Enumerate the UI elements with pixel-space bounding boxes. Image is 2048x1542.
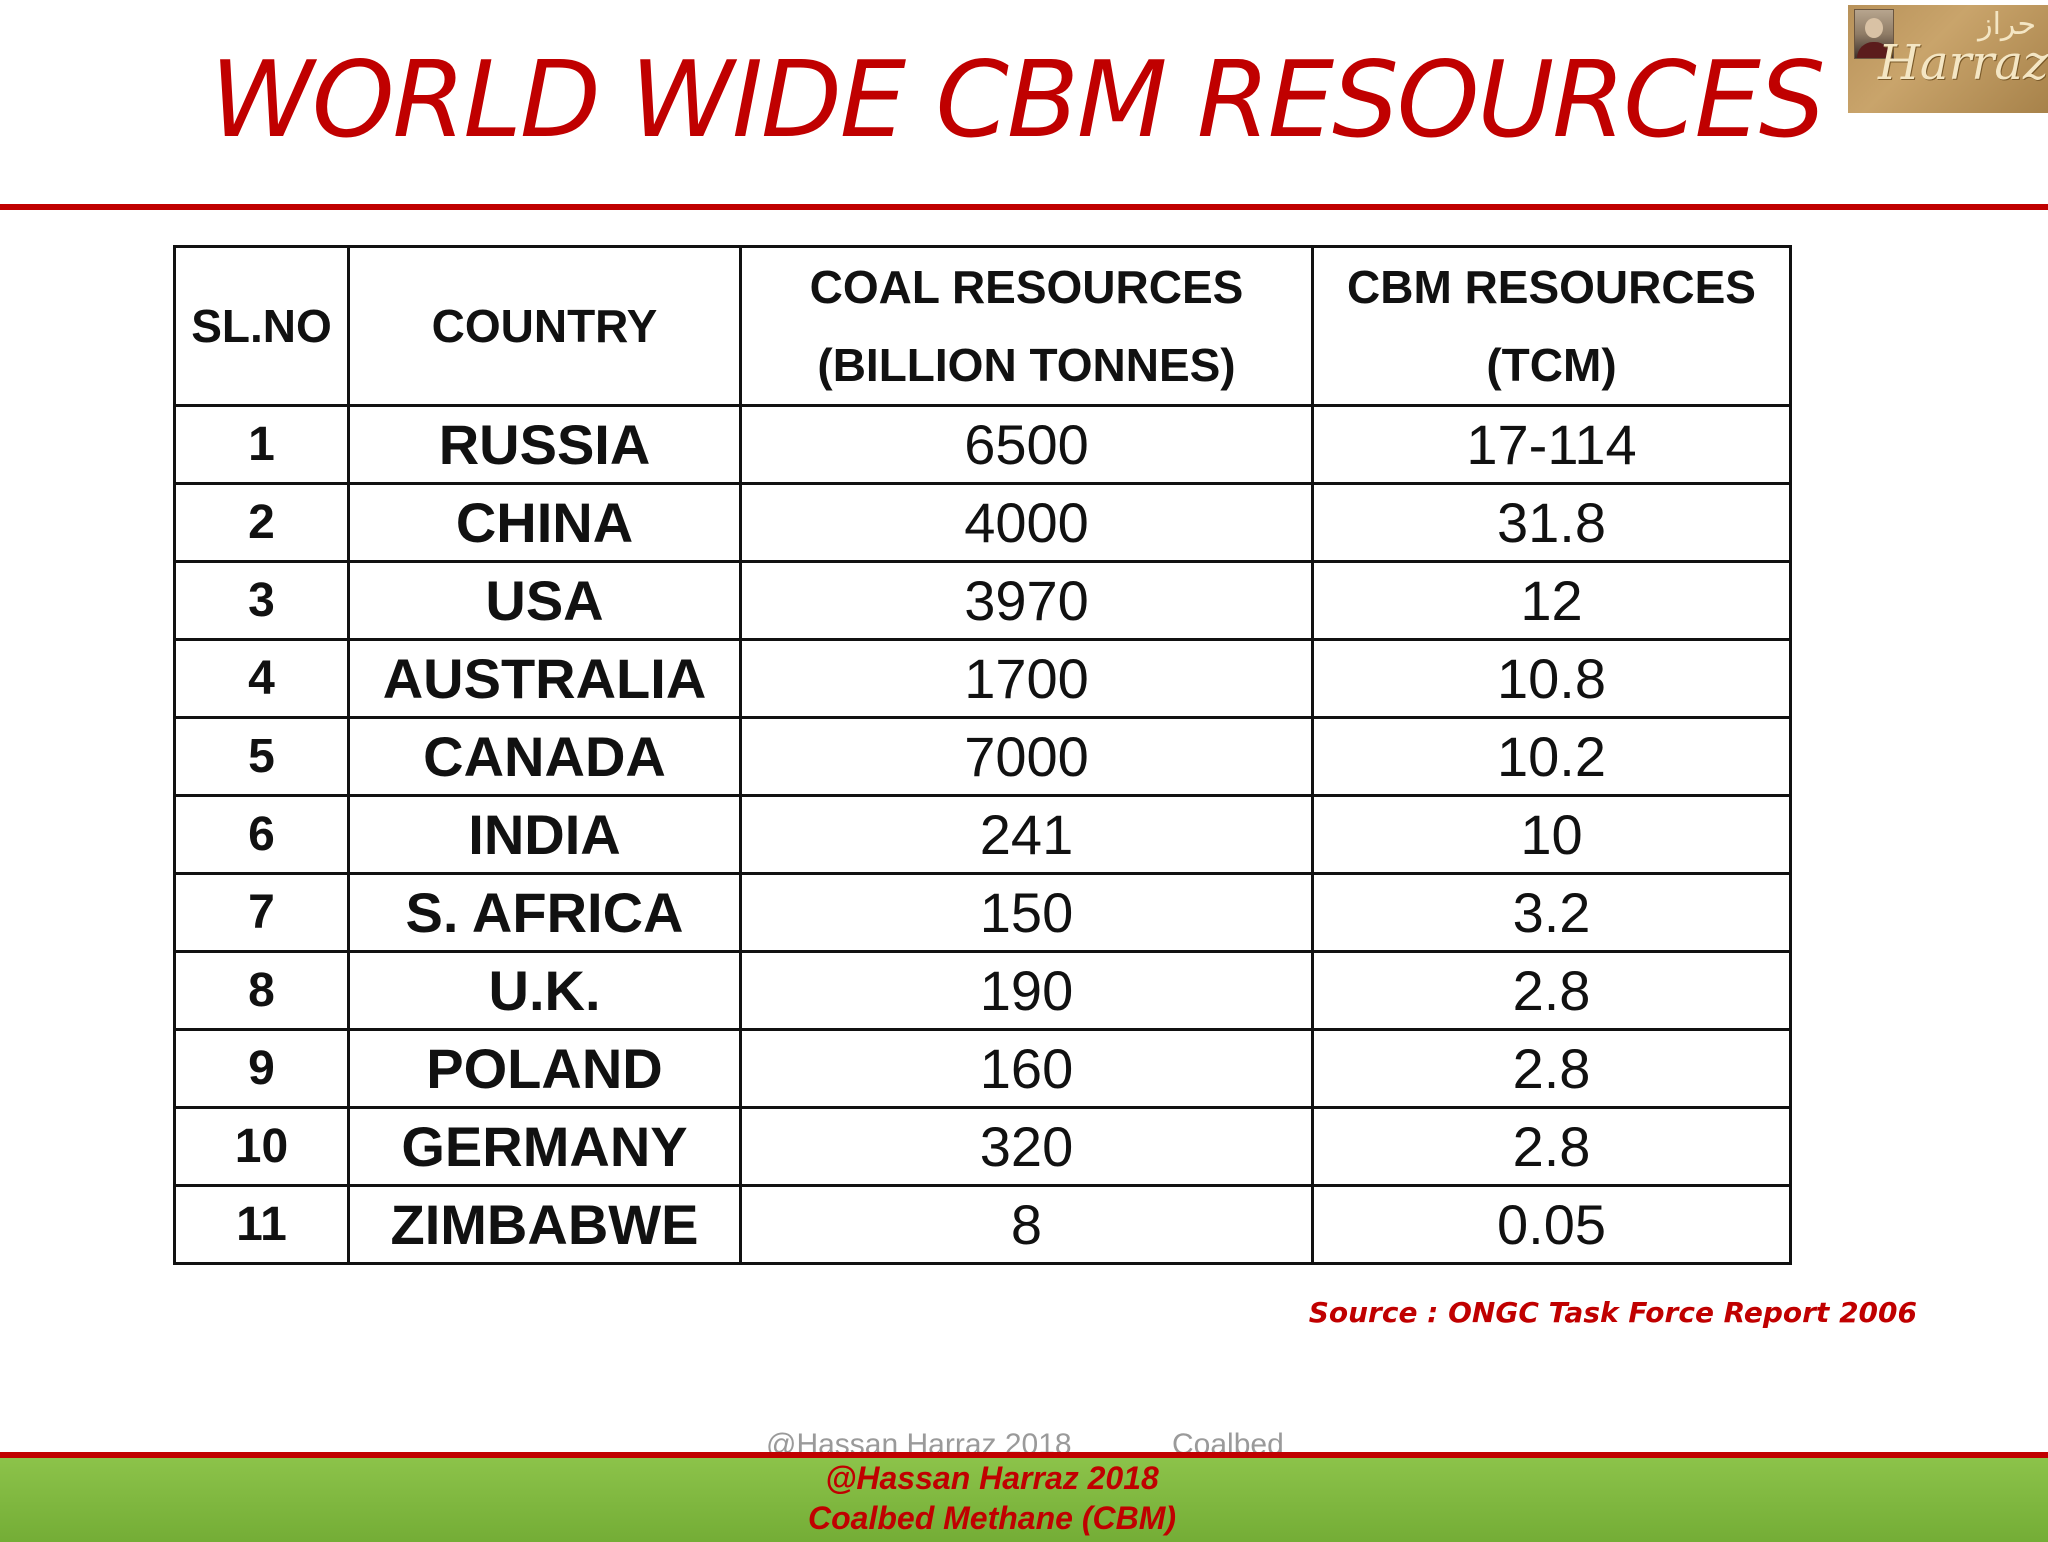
cell-coal-resources: 1700 — [739, 638, 1314, 719]
cell-cbm-resources: 2.8 — [1311, 950, 1792, 1031]
table-row: 8 U.K. 190 2.8 — [173, 950, 1792, 1031]
cell-country: S. AFRICA — [347, 872, 742, 953]
cell-cbm-resources: 10.8 — [1311, 638, 1792, 719]
cell-sl-no: 8 — [173, 950, 350, 1031]
cbm-resources-table: SL.NO COUNTRY COAL RESOURCES (BILLION TO… — [173, 245, 1792, 1265]
cell-cbm-resources: 3.2 — [1311, 872, 1792, 953]
table-row: 10 GERMANY 320 2.8 — [173, 1106, 1792, 1187]
header-coal-line2: (BILLION TONNES) — [817, 339, 1236, 391]
footer-topic: Coalbed Methane (CBM) — [808, 1500, 1176, 1536]
cell-coal-resources: 160 — [739, 1028, 1314, 1109]
header-cbm-line1: CBM RESOURCES — [1347, 261, 1756, 313]
cell-country: CHINA — [347, 482, 742, 563]
cell-coal-resources: 4000 — [739, 482, 1314, 563]
table-row: 3 USA 3970 12 — [173, 560, 1792, 641]
cell-sl-no: 4 — [173, 638, 350, 719]
harraz-logo: حراز Harraz — [1848, 5, 2048, 113]
cell-cbm-resources: 2.8 — [1311, 1028, 1792, 1109]
cell-sl-no: 9 — [173, 1028, 350, 1109]
table-row: 6 INDIA 241 10 — [173, 794, 1792, 875]
table-row: 7 S. AFRICA 150 3.2 — [173, 872, 1792, 953]
cell-coal-resources: 320 — [739, 1106, 1314, 1187]
cell-sl-no: 2 — [173, 482, 350, 563]
cell-coal-resources: 241 — [739, 794, 1314, 875]
cell-country: INDIA — [347, 794, 742, 875]
cell-sl-no: 3 — [173, 560, 350, 641]
cell-country: U.K. — [347, 950, 742, 1031]
table-row: 1 RUSSIA 6500 17-114 — [173, 404, 1792, 485]
source-note: Source : ONGC Task Force Report 2006 — [1308, 1296, 1917, 1329]
cell-sl-no: 6 — [173, 794, 350, 875]
cell-cbm-resources: 10 — [1311, 794, 1792, 875]
cell-country: RUSSIA — [347, 404, 742, 485]
cell-coal-resources: 8 — [739, 1184, 1314, 1265]
header-sl-no: SL.NO — [173, 245, 350, 407]
cell-coal-resources: 3970 — [739, 560, 1314, 641]
cell-cbm-resources: 10.2 — [1311, 716, 1792, 797]
cell-sl-no: 5 — [173, 716, 350, 797]
header-coal-resources: COAL RESOURCES (BILLION TONNES) — [739, 245, 1314, 407]
cell-cbm-resources: 31.8 — [1311, 482, 1792, 563]
cell-country: POLAND — [347, 1028, 742, 1109]
header-country: COUNTRY — [347, 245, 742, 407]
logo-arabic-text: حراز — [1978, 7, 2036, 42]
table-row: 5 CANADA 7000 10.2 — [173, 716, 1792, 797]
title-divider — [0, 204, 2048, 210]
cell-country: ZIMBABWE — [347, 1184, 742, 1265]
cell-cbm-resources: 17-114 — [1311, 404, 1792, 485]
table-row: 4 AUSTRALIA 1700 10.8 — [173, 638, 1792, 719]
cell-coal-resources: 190 — [739, 950, 1314, 1031]
cell-country: CANADA — [347, 716, 742, 797]
header-cbm-resources: CBM RESOURCES (TCM) — [1311, 245, 1792, 407]
table-row: 11 ZIMBABWE 8 0.05 — [173, 1184, 1792, 1265]
slide-title: WORLD WIDE CBM RESOURCES — [210, 39, 1826, 161]
logo-text: Harraz — [1878, 35, 2048, 91]
table-row: 2 CHINA 4000 31.8 — [173, 482, 1792, 563]
cell-sl-no: 7 — [173, 872, 350, 953]
author-photo — [1854, 9, 1894, 59]
cell-coal-resources: 150 — [739, 872, 1314, 953]
cell-coal-resources: 6500 — [739, 404, 1314, 485]
header-cbm-line2: (TCM) — [1486, 339, 1617, 391]
cell-cbm-resources: 2.8 — [1311, 1106, 1792, 1187]
cell-country: AUSTRALIA — [347, 638, 742, 719]
cell-sl-no: 1 — [173, 404, 350, 485]
cell-cbm-resources: 0.05 — [1311, 1184, 1792, 1265]
footer-band — [0, 1452, 2048, 1542]
table-header-row: SL.NO COUNTRY COAL RESOURCES (BILLION TO… — [173, 245, 1792, 407]
cell-sl-no: 11 — [173, 1184, 350, 1265]
cell-country: GERMANY — [347, 1106, 742, 1187]
table-row: 9 POLAND 160 2.8 — [173, 1028, 1792, 1109]
cell-sl-no: 10 — [173, 1106, 350, 1187]
footer-author: @Hassan Harraz 2018 — [825, 1460, 1159, 1496]
cell-country: USA — [347, 560, 742, 641]
cell-cbm-resources: 12 — [1311, 560, 1792, 641]
table-body: 1 RUSSIA 6500 17-114 2 CHINA 4000 31.8 3 USA 3970 1… — [173, 404, 1792, 1265]
header-coal-line1: COAL RESOURCES — [809, 261, 1244, 313]
cell-coal-resources: 7000 — [739, 716, 1314, 797]
